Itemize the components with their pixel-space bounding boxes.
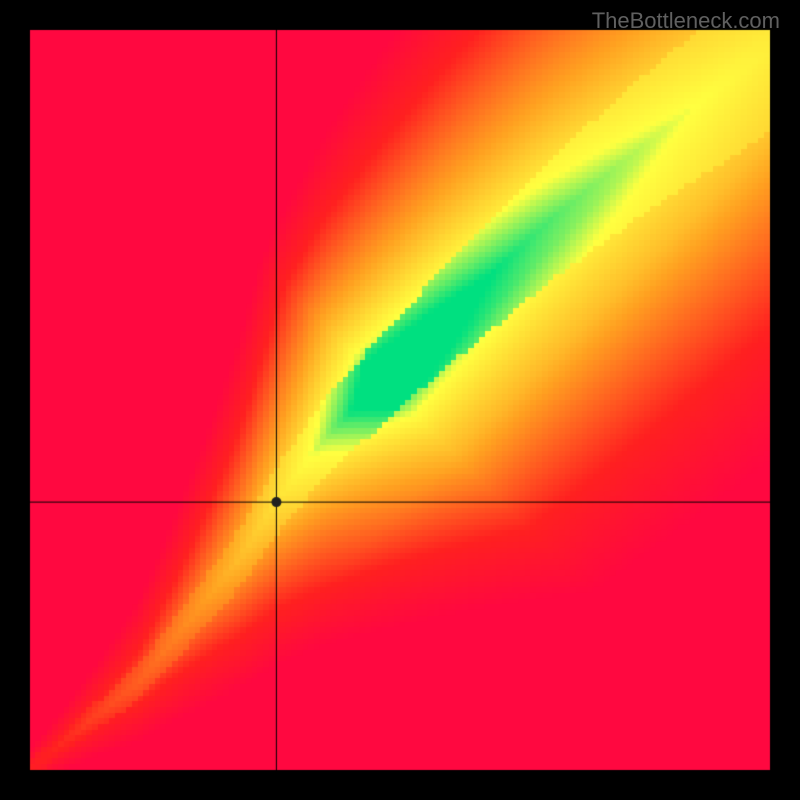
chart-container: TheBottleneck.com [0,0,800,800]
watermark-text: TheBottleneck.com [592,8,780,34]
bottleneck-heatmap [0,0,800,800]
